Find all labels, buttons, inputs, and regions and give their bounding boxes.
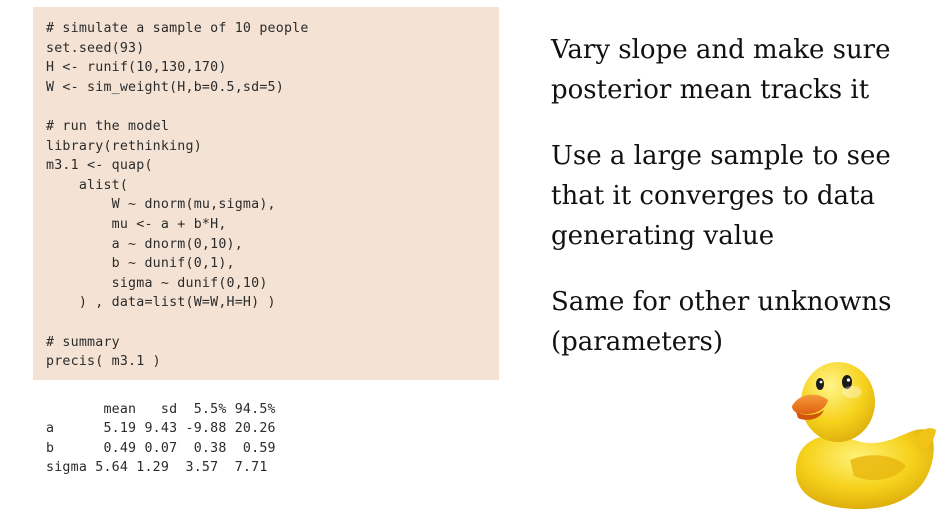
- code-line: alist(: [46, 177, 129, 193]
- note-vary-slope: Vary slope and make sure posterior mean …: [551, 35, 891, 105]
- code-line: # run the model: [46, 118, 170, 134]
- code-line: set.seed(93): [46, 40, 145, 56]
- precis-output: mean sd 5.5% 94.5% a 5.19 9.43 -9.88 20.…: [46, 400, 276, 477]
- notes: Vary slope and make sure posterior mean …: [551, 30, 941, 388]
- code-line: mu <- a + b*H,: [46, 216, 227, 232]
- code-line: [46, 97, 499, 117]
- code-line: m3.1 <- quap(: [46, 158, 153, 174]
- note-other-unknowns: Same for other unknowns (parameters): [551, 287, 892, 357]
- output-row: sigma 5.64 1.29 3.57 7.71: [46, 459, 268, 475]
- code-line: # simulate a sample of 10 people: [46, 21, 309, 36]
- code-line: W <- sim_weight(H,b=0.5,sd=5): [46, 79, 284, 95]
- code-line: a ~ dnorm(0,10),: [46, 236, 243, 252]
- code-line: W ~ dnorm(mu,sigma),: [46, 197, 276, 213]
- code-line: sigma ~ dunif(0,10): [46, 275, 268, 291]
- output-row: a 5.19 9.43 -9.88 20.26: [46, 421, 276, 437]
- code-line: library(rethinking): [46, 138, 202, 154]
- code-line: precis( m3.1 ): [46, 354, 161, 370]
- output-row: b 0.49 0.07 0.38 0.59: [46, 440, 276, 456]
- code-line: ) , data=list(W=W,H=H) ): [46, 295, 276, 311]
- code-line: # summary: [46, 334, 120, 350]
- note-large-sample: Use a large sample to see that it conver…: [551, 141, 891, 251]
- rubber-duck-icon: [790, 356, 938, 511]
- rubber-duck-illustration: [792, 362, 936, 510]
- code-line: H <- runif(10,130,170): [46, 60, 227, 76]
- output-header-row: mean sd 5.5% 94.5%: [46, 402, 276, 417]
- code-line: [46, 313, 499, 333]
- code-block: # simulate a sample of 10 people set.see…: [33, 7, 499, 380]
- code-line: b ~ dunif(0,1),: [46, 256, 235, 272]
